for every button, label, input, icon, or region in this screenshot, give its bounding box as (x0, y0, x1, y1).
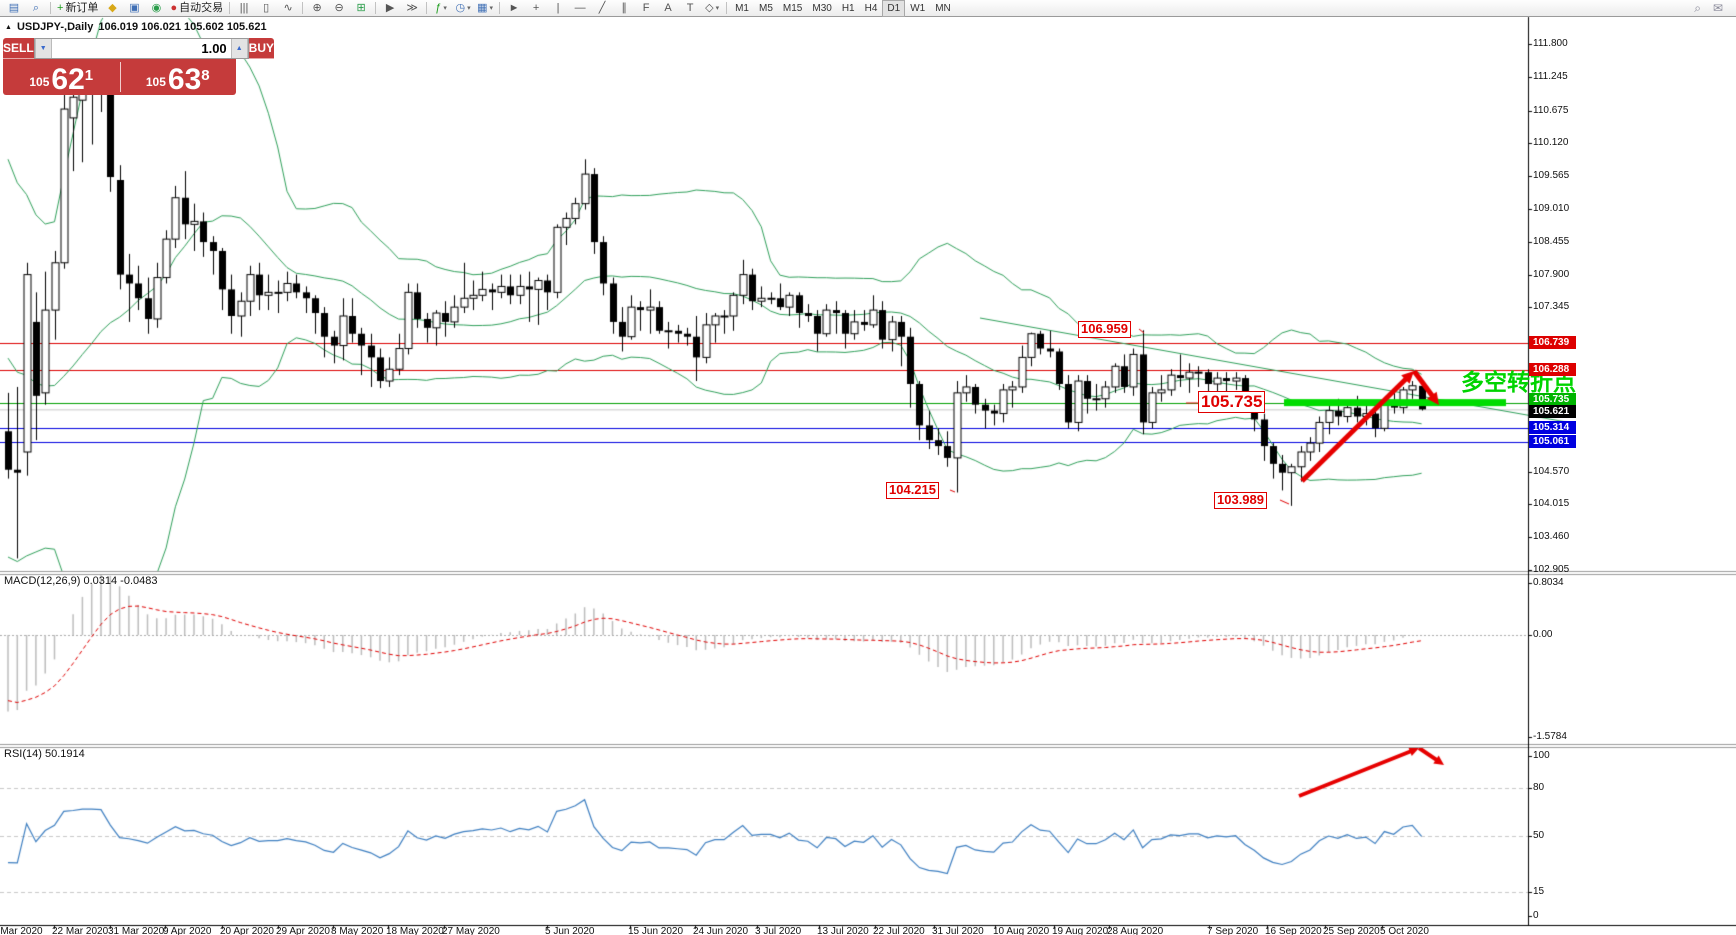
chart-shift-icon[interactable]: ≫ (401, 0, 423, 17)
sell-price[interactable]: 105 62 1 (3, 59, 120, 95)
crosshair-icon: + (532, 1, 540, 14)
vertical-line-icon: | (556, 1, 560, 14)
autotrading-button: ● (170, 1, 178, 14)
metaeditor-icon[interactable]: ◆ (101, 0, 123, 17)
timeframe-h4[interactable]: H4 (864, 2, 878, 14)
autotrading-button-label: 自动交易 (179, 1, 224, 14)
buy-price-big: 63 (167, 62, 202, 96)
zoom-in-icon: ⊕ (312, 1, 322, 14)
zoom-out-icon[interactable]: ⊖ (328, 0, 350, 17)
data-window-icon[interactable]: ⌕ (25, 0, 47, 17)
indicators-icon[interactable]: ƒ ▾ (430, 0, 452, 17)
search-icon[interactable]: ⌕ (1694, 0, 1701, 15)
zoom-out-icon: ⊖ (334, 1, 344, 14)
buy-price-prefix: 105 (145, 75, 166, 89)
new-order-button[interactable]: + 新订单 (54, 0, 101, 17)
label-icon: T (686, 1, 694, 14)
horizontal-line-icon: — (574, 1, 586, 14)
candlestick-icon: ▯ (263, 1, 270, 14)
periods-icon: ◷ (455, 1, 466, 14)
channel-icon: ∥ (621, 1, 627, 14)
timeframe-m1[interactable]: M1 (735, 2, 749, 14)
terminal-icon[interactable]: ▣ (123, 0, 145, 17)
volume-input[interactable] (51, 39, 231, 58)
toolbar-separator (302, 2, 304, 14)
signals-icon[interactable]: ◉ (145, 0, 167, 17)
sell-price-prefix: 105 (29, 75, 50, 89)
trendline-icon[interactable]: ╱ (591, 0, 613, 17)
text-icon[interactable]: A (657, 0, 679, 17)
line-chart-icon[interactable]: ∿ (277, 0, 299, 17)
label-icon[interactable]: T (679, 0, 701, 17)
buy-button[interactable]: BUY (248, 38, 275, 59)
templates-icon: ▦ (477, 1, 488, 14)
toolbar-separator (499, 2, 501, 14)
bar-chart-icon[interactable]: ||| (233, 0, 255, 17)
one-click-trading-panel: SELL ▼ ▲ BUY 105 62 1 105 63 8 (3, 38, 275, 95)
autotrading-button[interactable]: ● 自动交易 (167, 0, 226, 17)
cursor-icon[interactable]: ► (503, 0, 525, 17)
buy-price[interactable]: 105 63 8 (120, 59, 237, 95)
dropdown-arrow-icon: ▾ (489, 4, 494, 12)
tile-windows-icon[interactable]: ⊞ (350, 0, 372, 17)
timeframe-m5[interactable]: M5 (759, 2, 773, 14)
channel-icon[interactable]: ∥ (613, 0, 635, 17)
vertical-line-icon[interactable]: | (547, 0, 569, 17)
timeframe-m30[interactable]: M30 (812, 2, 832, 14)
line-chart-icon: ∿ (283, 1, 293, 14)
dropdown-arrow-icon: ▾ (715, 4, 720, 12)
dropdown-arrow-icon: ▾ (467, 4, 471, 12)
fibonacci-icon: F (642, 1, 650, 14)
new-order-button: + (57, 1, 64, 14)
market-watch-icon: ▤ (8, 1, 20, 14)
toolbar-separator (726, 2, 728, 14)
terminal-icon: ▣ (129, 1, 140, 14)
signals-icon: ◉ (151, 1, 162, 14)
shapes-icon: ◇ (705, 1, 714, 14)
crosshair-icon[interactable]: + (525, 0, 547, 17)
chat-icon[interactable]: ✉ (1712, 0, 1723, 15)
toolbar-right-icons: ⌕ ✉ (1694, 1, 1733, 16)
shapes-icon[interactable]: ◇ ▾ (701, 0, 723, 17)
chart-shift-icon: ≫ (406, 1, 418, 14)
sell-button[interactable]: SELL (3, 38, 34, 59)
text-icon: A (664, 1, 672, 14)
timeframe-w1[interactable]: W1 (910, 2, 926, 14)
timeframe-h1[interactable]: H1 (841, 2, 855, 14)
sell-price-big: 62 (51, 62, 85, 96)
toolbar: ▤ ⌕ + 新订单 ◆ ▣ ◉ ● 自动交易 ||| ▯ ∿ ⊕ ⊖ ⊞ ▶ ≫ ƒ ▾ ◷ ▾ ▦ ▾ ► + | — ╱ ∥ F A T ◇… (0, 0, 1736, 17)
metaeditor-icon: ◆ (108, 1, 117, 14)
market-watch-icon[interactable]: ▤ (3, 0, 25, 17)
templates-icon[interactable]: ▦ ▾ (474, 0, 496, 17)
toolbar-separator (229, 2, 231, 14)
tile-windows-icon: ⊞ (356, 1, 366, 14)
dropdown-arrow-icon: ▾ (443, 4, 447, 12)
zoom-in-icon[interactable]: ⊕ (306, 0, 328, 17)
autoscroll-icon: ▶ (385, 1, 395, 14)
buy-price-pip: 8 (201, 67, 210, 84)
new-order-button-label: 新订单 (65, 1, 99, 14)
sell-price-pip: 1 (84, 67, 94, 84)
candlestick-icon[interactable]: ▯ (255, 0, 277, 17)
data-window-icon: ⌕ (32, 1, 40, 14)
trendline-icon: ╱ (598, 1, 606, 14)
toolbar-separator (426, 2, 428, 14)
bar-chart-icon: ||| (239, 1, 249, 14)
toolbar-separator (50, 2, 51, 14)
volume-decrease-button[interactable]: ▼ (34, 39, 52, 58)
horizontal-line-icon[interactable]: — (569, 0, 591, 17)
timeframe-d1[interactable]: D1 (882, 0, 906, 17)
autoscroll-icon[interactable]: ▶ (379, 0, 401, 17)
cursor-icon: ► (508, 1, 520, 14)
periods-icon[interactable]: ◷ ▾ (452, 0, 474, 17)
volume-box: ▼ ▲ (33, 38, 249, 59)
toolbar-separator (375, 2, 377, 14)
volume-increase-button[interactable]: ▲ (230, 39, 248, 58)
indicators-icon: ƒ (435, 1, 442, 14)
fibonacci-icon[interactable]: F (635, 0, 657, 17)
timeframe-mn[interactable]: MN (935, 2, 951, 14)
timeframe-m15[interactable]: M15 (782, 2, 803, 14)
